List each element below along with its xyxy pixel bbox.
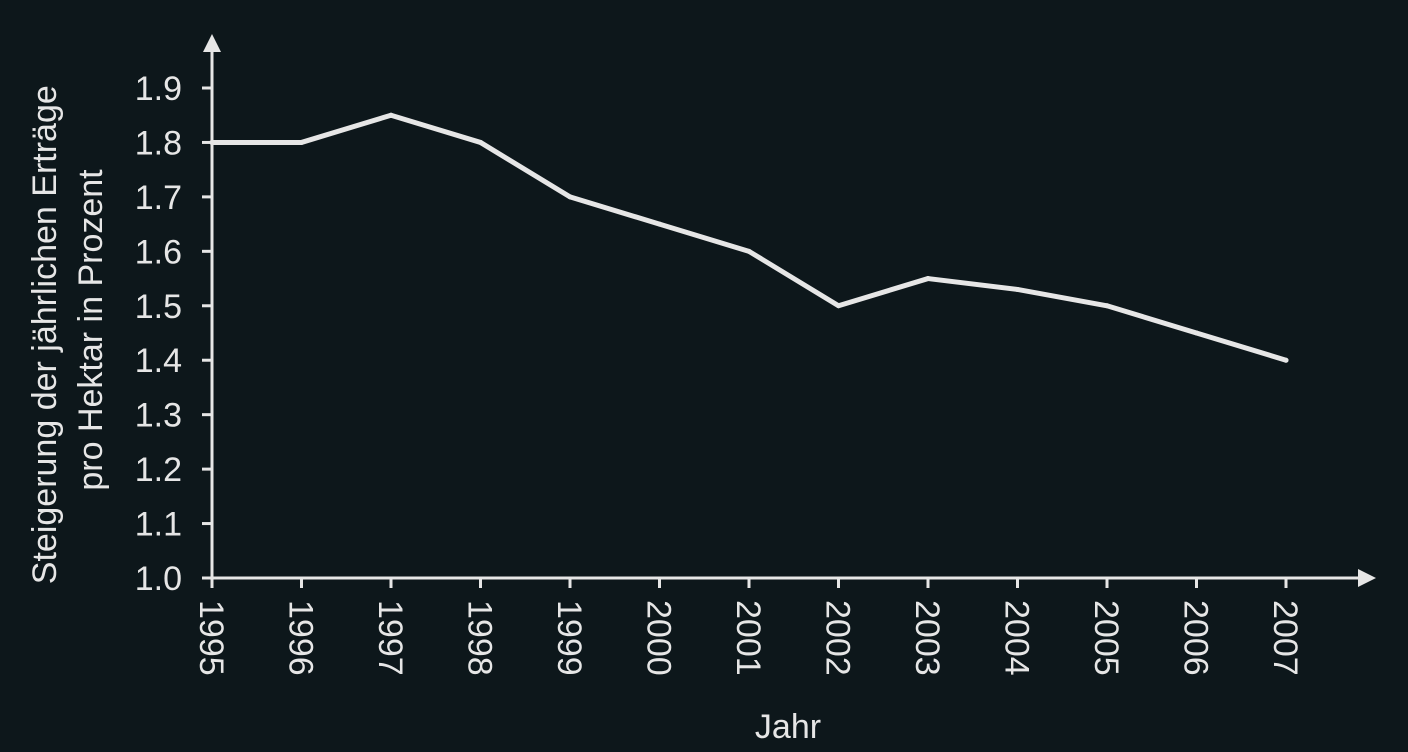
data-point	[657, 221, 662, 227]
x-tick-label: 2003	[908, 600, 946, 676]
y-tick-label: 1.8	[135, 124, 182, 162]
y-tick-label: 1.5	[135, 288, 182, 326]
data-point	[836, 303, 841, 309]
x-tick-label: 2004	[998, 600, 1036, 676]
y-tick-label: 1.9	[135, 70, 182, 108]
x-axis-ticks: 1995 1996 1997 1998 1999 2000 2001 2002 2003 2004…	[192, 578, 1304, 676]
data-point	[299, 139, 304, 145]
y-tick-label: 1.2	[135, 451, 182, 489]
data-point	[1104, 303, 1110, 309]
series-group	[209, 112, 1289, 363]
data-point	[478, 139, 483, 145]
y-axis	[203, 34, 221, 578]
x-tick-label: 2002	[819, 600, 857, 676]
y-axis-title: Steigerung der jährlichen Erträge pro He…	[26, 76, 110, 584]
y-axis-title-line-1: Steigerung der jährlichen Erträge	[26, 85, 64, 584]
y-tick-label: 1.3	[135, 397, 182, 435]
data-point	[746, 248, 752, 254]
x-tick-label: 2005	[1087, 600, 1125, 676]
y-tick-label: 1.6	[135, 233, 182, 271]
x-axis-title: Jahr	[755, 708, 821, 746]
y-tick-label: 1.4	[135, 342, 182, 380]
data-point	[388, 112, 394, 118]
y-axis-title-line-2: pro Hektar in Prozent	[72, 169, 110, 491]
x-tick-label: 1995	[192, 600, 230, 676]
x-tick-label: 2001	[729, 600, 767, 676]
x-tick-label: 1998	[461, 600, 499, 676]
x-tick-label: 2000	[640, 600, 678, 676]
x-axis-arrow	[1358, 569, 1376, 587]
x-tick-label: 1999	[550, 600, 588, 676]
x-tick-label: 2006	[1177, 600, 1215, 676]
x-tick-label: 1996	[282, 600, 320, 676]
data-point	[1283, 357, 1289, 363]
data-point	[1194, 330, 1199, 336]
data-point	[925, 276, 931, 282]
y-axis-ticks: 1.0 1.1 1.2 1.3 1.4 1.5 1.6 1.7 1.8 1.9	[135, 70, 212, 598]
x-tick-label: 2007	[1266, 600, 1304, 676]
data-point	[1015, 286, 1020, 292]
data-point	[567, 194, 573, 200]
y-tick-label: 1.1	[135, 506, 182, 544]
y-tick-label: 1.7	[135, 179, 182, 217]
x-tick-label: 1997	[371, 600, 409, 676]
data-point	[209, 139, 215, 145]
y-tick-label: 1.0	[135, 560, 182, 598]
x-axis	[212, 569, 1376, 587]
y-axis-arrow	[203, 34, 221, 52]
